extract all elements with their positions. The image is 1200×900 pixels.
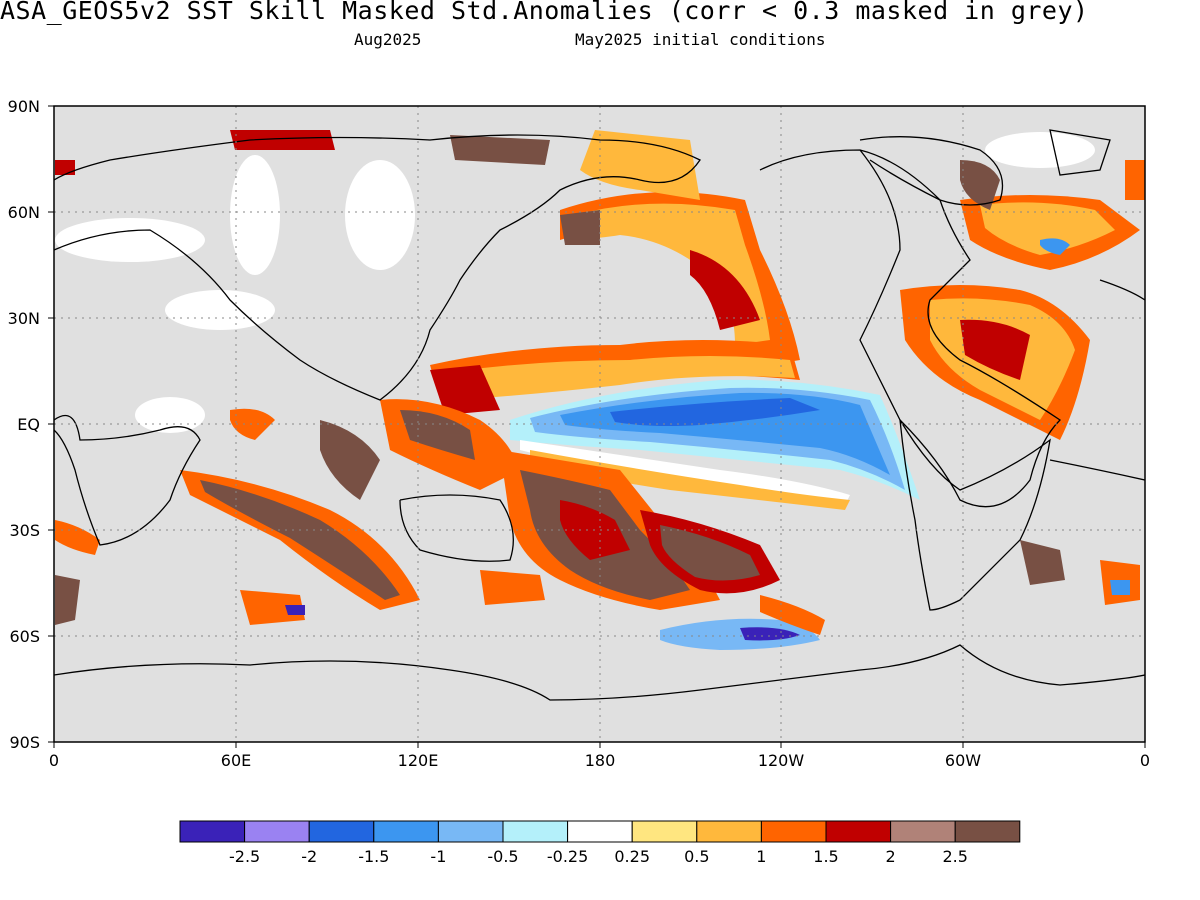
lat-label: 90S	[9, 733, 40, 752]
init-conditions-label: May2025 initial conditions	[575, 30, 826, 49]
colorbar-tick-label: 2.5	[942, 847, 967, 866]
colorbar-swatch	[631, 820, 698, 843]
lat-label: EQ	[17, 415, 40, 434]
colorbar-tick-label: -1	[430, 847, 446, 866]
lat-label: 60S	[9, 627, 40, 646]
colorbar-tick-label: 1.5	[813, 847, 838, 866]
lon-label: 0	[1140, 751, 1150, 770]
anomaly-fields	[55, 130, 1145, 650]
colorbar-swatch	[437, 820, 504, 843]
colorbar-tick-label: 2	[886, 847, 896, 866]
colorbar-tick-label: -0.25	[547, 847, 588, 866]
colorbar-tick-label: -2	[301, 847, 317, 866]
longitude-labels: 0 60E 120E 180 120W 60W 0	[49, 751, 1150, 770]
colorbar-swatch	[502, 820, 569, 843]
lat-label: 90N	[8, 97, 40, 116]
coastlines	[54, 129, 1145, 701]
colorbar-swatch	[244, 820, 310, 843]
colorbar-swatch	[825, 820, 892, 843]
colorbar-swatch	[760, 820, 827, 843]
grid-lines	[54, 106, 1145, 742]
colorbar-swatch	[373, 820, 439, 843]
lat-label: 30S	[9, 521, 40, 540]
lon-label: 120E	[398, 751, 439, 770]
colorbar: -2.5 -2 -1.5 -1 -0.5 -0.25 0.25 0.5 1 1.5 2 2.5	[179, 820, 1021, 866]
colorbar-swatch	[890, 820, 956, 843]
colorbar-tick-label: -2.5	[229, 847, 260, 866]
valid-month-label: Aug2025	[354, 30, 422, 49]
colorbar-swatch	[696, 820, 762, 843]
colorbar-tick-label: -1.5	[358, 847, 389, 866]
chart-title: ASA_GEOS5v2 SST Skill Masked Std.Anomali…	[0, 0, 1089, 25]
lat-label: 30N	[8, 309, 40, 328]
latitude-labels: 90N 60N 30N EQ 30S 60S 90S	[8, 97, 40, 752]
colorbar-tick-label: 0.5	[684, 847, 709, 866]
colorbar-swatch	[954, 820, 1021, 843]
lon-label: 0	[49, 751, 59, 770]
lon-label: 120W	[758, 751, 805, 770]
colorbar-tick-label: 0.25	[614, 847, 650, 866]
lon-label: 60W	[945, 751, 981, 770]
colorbar-swatch	[179, 820, 246, 843]
colorbar-tick-label: -0.5	[487, 847, 518, 866]
lon-label: 180	[585, 751, 616, 770]
axis-ticks	[48, 105, 1146, 748]
lat-label: 60N	[8, 203, 40, 222]
colorbar-swatch	[567, 820, 633, 843]
colorbar-swatch	[308, 820, 375, 843]
colorbar-tick-label: 1	[756, 847, 766, 866]
lon-label: 60E	[221, 751, 251, 770]
